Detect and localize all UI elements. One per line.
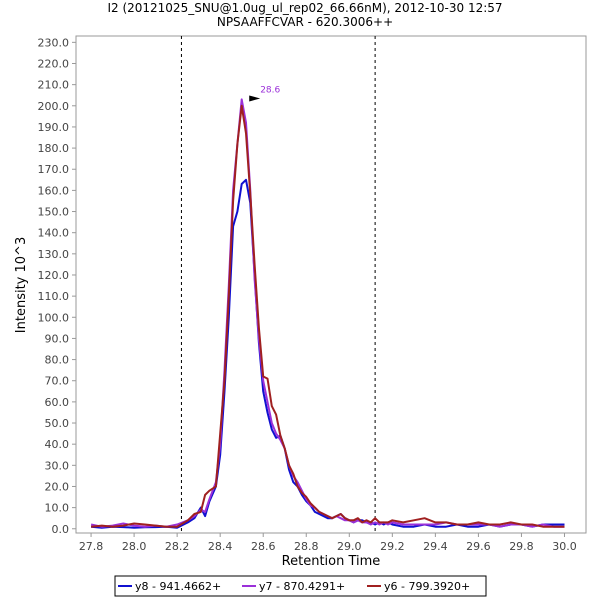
x-tick-label: 29.4 bbox=[423, 540, 448, 553]
series-line-1 bbox=[90, 98, 565, 528]
y-tick-label: 100.0 bbox=[38, 311, 70, 324]
y-tick-label: 50.0 bbox=[45, 417, 70, 430]
y-axis: 0.0 10.0 20.0 30.0 40.0 50.0 60.0 70.0 80.0 90.0 1… bbox=[38, 36, 76, 536]
peak-arrow-icon bbox=[249, 95, 261, 102]
y-tick-label: 150.0 bbox=[38, 206, 70, 219]
y-tick-label: 130.0 bbox=[38, 248, 70, 261]
y-tick-label: 160.0 bbox=[38, 184, 70, 197]
y-tick-label: 190.0 bbox=[38, 121, 70, 134]
chart-title-line1: I2 (20121025_SNU@1.0ug_ul_rep02_66.66nM)… bbox=[107, 1, 502, 15]
y-tick-label: 120.0 bbox=[38, 269, 70, 282]
legend-box bbox=[114, 575, 487, 597]
x-tick-label: 29.0 bbox=[337, 540, 362, 553]
y-tick-label: 30.0 bbox=[45, 459, 70, 472]
y-tick-label: 180.0 bbox=[38, 142, 70, 155]
plot-area bbox=[75, 35, 587, 534]
y-tick-label: 170.0 bbox=[38, 163, 70, 176]
x-tick-label: 29.6 bbox=[466, 540, 491, 553]
x-tick-label: 28.8 bbox=[294, 540, 319, 553]
y-tick-label: 0.0 bbox=[52, 523, 70, 536]
x-tick-label: 28.6 bbox=[251, 540, 276, 553]
y-tick-label: 200.0 bbox=[38, 100, 70, 113]
x-axis: 27.8 28.0 28.2 28.4 28.6 28.8 29.0 29.2 29.4 29.6… bbox=[79, 533, 577, 553]
y-tick-label: 20.0 bbox=[45, 480, 70, 493]
y-tick-label: 90.0 bbox=[45, 332, 70, 345]
series-layer bbox=[90, 98, 565, 529]
y-axis-title: Intensity 10^3 bbox=[14, 237, 29, 333]
x-tick-label: 29.8 bbox=[509, 540, 534, 553]
legend: y8 - 941.4662+ y7 - 870.4291+ y6 - 799.392… bbox=[114, 575, 487, 597]
y-tick-label: 230.0 bbox=[38, 36, 70, 49]
peak-label: 28.6 bbox=[260, 85, 280, 95]
y-tick-label: 210.0 bbox=[38, 79, 70, 92]
y-tick-label: 220.0 bbox=[38, 57, 70, 70]
legend-label-0: y8 - 941.4662+ bbox=[135, 580, 221, 593]
y-tick-label: 140.0 bbox=[38, 227, 70, 240]
y-tick-label: 70.0 bbox=[45, 375, 70, 388]
y-tick-label: 60.0 bbox=[45, 396, 70, 409]
vertical-markers bbox=[180, 36, 376, 533]
legend-label-2: y6 - 799.3920+ bbox=[384, 580, 470, 593]
y-tick-label: 10.0 bbox=[45, 502, 70, 515]
x-tick-label: 28.4 bbox=[208, 540, 233, 553]
x-tick-label: 27.8 bbox=[79, 540, 104, 553]
peak-annotation-layer: 28.6 bbox=[249, 85, 281, 102]
y-tick-label: 80.0 bbox=[45, 354, 70, 367]
y-tick-label: 40.0 bbox=[45, 438, 70, 451]
chart-title-line2: NPSAAFFCVAR - 620.3006++ bbox=[217, 15, 393, 29]
x-tick-label: 29.2 bbox=[380, 540, 405, 553]
x-tick-label: 28.0 bbox=[122, 540, 147, 553]
legend-label-1: y7 - 870.4291+ bbox=[259, 580, 345, 593]
x-tick-label: 28.2 bbox=[165, 540, 190, 553]
y-tick-label: 110.0 bbox=[38, 290, 70, 303]
series-line-2 bbox=[90, 104, 565, 528]
x-axis-title: Retention Time bbox=[282, 554, 381, 569]
x-tick-label: 30.0 bbox=[552, 540, 577, 553]
